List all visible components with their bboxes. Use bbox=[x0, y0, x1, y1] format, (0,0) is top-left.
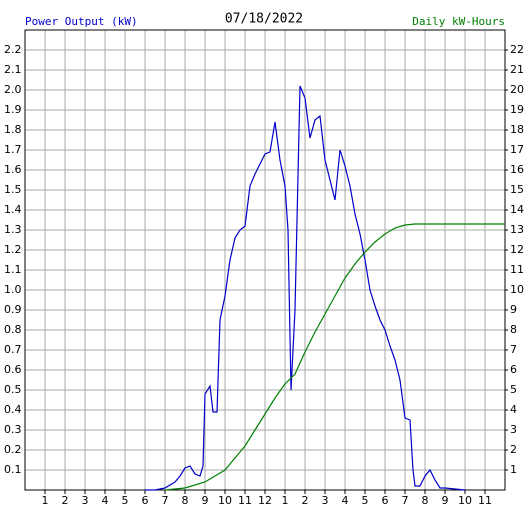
y-tick-label: 0.9 bbox=[4, 303, 22, 316]
y-tick-label: 2.0 bbox=[4, 83, 22, 96]
y2-tick-label: 8 bbox=[510, 323, 517, 336]
y2-tick-label: 3 bbox=[510, 423, 517, 436]
y-tick-label: 1.0 bbox=[4, 283, 22, 296]
y-tick-label: 0.7 bbox=[4, 343, 22, 356]
y-tick-label: 0.2 bbox=[4, 443, 22, 456]
x-tick-label: 6 bbox=[142, 494, 149, 507]
y-tick-label: 0.5 bbox=[4, 383, 22, 396]
y-tick-label: 1.7 bbox=[4, 143, 22, 156]
x-tick-label: 11 bbox=[238, 494, 252, 507]
y2-axis-label: Daily kW-Hours bbox=[412, 15, 505, 28]
y-tick-label: 0.3 bbox=[4, 423, 22, 436]
x-tick-label: 3 bbox=[322, 494, 329, 507]
data-line bbox=[164, 223, 505, 491]
x-tick-label: 11 bbox=[478, 494, 492, 507]
y2-tick-label: 18 bbox=[510, 123, 524, 136]
x-tick-label: 9 bbox=[202, 494, 209, 507]
y2-tick-label: 11 bbox=[510, 263, 524, 276]
x-tick-label: 2 bbox=[302, 494, 309, 507]
y2-tick-label: 17 bbox=[510, 143, 524, 156]
x-tick-label: 5 bbox=[362, 494, 369, 507]
y-tick-label: 0.1 bbox=[4, 463, 22, 476]
x-tick-label: 3 bbox=[82, 494, 89, 507]
x-tick-label: 8 bbox=[182, 494, 189, 507]
y-axis-label: Power Output (kW) bbox=[25, 15, 138, 28]
y2-tick-label: 9 bbox=[510, 303, 517, 316]
y-tick-label: 1.9 bbox=[4, 103, 22, 116]
y-tick-label: 1.1 bbox=[4, 263, 22, 276]
x-tick-label: 1 bbox=[282, 494, 289, 507]
y2-tick-label: 20 bbox=[510, 83, 524, 96]
data-line bbox=[145, 85, 466, 491]
y2-tick-label: 21 bbox=[510, 63, 524, 76]
y-tick-label: 0.8 bbox=[4, 323, 22, 336]
y2-tick-label: 2 bbox=[510, 443, 517, 456]
y-tick-label: 2.1 bbox=[4, 63, 22, 76]
x-tick-label: 4 bbox=[342, 494, 349, 507]
y-tick-label: 2.2 bbox=[4, 43, 22, 56]
y-tick-label: 1.8 bbox=[4, 123, 22, 136]
y-tick-label: 0.4 bbox=[4, 403, 22, 416]
y-tick-label: 1.2 bbox=[4, 243, 22, 256]
x-tick-label: 10 bbox=[218, 494, 232, 507]
y2-tick-label: 15 bbox=[510, 183, 524, 196]
y-tick-label: 0.6 bbox=[4, 363, 22, 376]
y2-tick-label: 22 bbox=[510, 43, 524, 56]
y2-tick-label: 5 bbox=[510, 383, 517, 396]
chart-title: 07/18/2022 bbox=[225, 12, 303, 27]
y2-tick-label: 16 bbox=[510, 163, 524, 176]
y-tick-label: 1.4 bbox=[4, 203, 22, 216]
y2-tick-label: 12 bbox=[510, 243, 524, 256]
y2-tick-label: 4 bbox=[510, 403, 517, 416]
x-tick-label: 4 bbox=[102, 494, 109, 507]
plot-border bbox=[24, 29, 506, 491]
y-tick-label: 1.5 bbox=[4, 183, 22, 196]
x-tick-label: 2 bbox=[62, 494, 69, 507]
x-tick-label: 12 bbox=[258, 494, 272, 507]
x-tick-label: 6 bbox=[382, 494, 389, 507]
y2-tick-label: 13 bbox=[510, 223, 524, 236]
y-tick-label: 1.6 bbox=[4, 163, 22, 176]
y-tick-label: 1.3 bbox=[4, 223, 22, 236]
y2-tick-label: 14 bbox=[510, 203, 524, 216]
x-tick-label: 10 bbox=[458, 494, 472, 507]
y2-tick-label: 10 bbox=[510, 283, 524, 296]
x-tick-label: 7 bbox=[402, 494, 409, 507]
y2-tick-label: 1 bbox=[510, 463, 517, 476]
x-tick-label: 9 bbox=[442, 494, 449, 507]
y2-tick-label: 6 bbox=[510, 363, 517, 376]
x-tick-label: 7 bbox=[162, 494, 169, 507]
x-tick-label: 5 bbox=[122, 494, 129, 507]
y2-tick-label: 19 bbox=[510, 103, 524, 116]
x-tick-label: 1 bbox=[42, 494, 49, 507]
x-tick-label: 8 bbox=[422, 494, 429, 507]
y2-tick-label: 7 bbox=[510, 343, 517, 356]
